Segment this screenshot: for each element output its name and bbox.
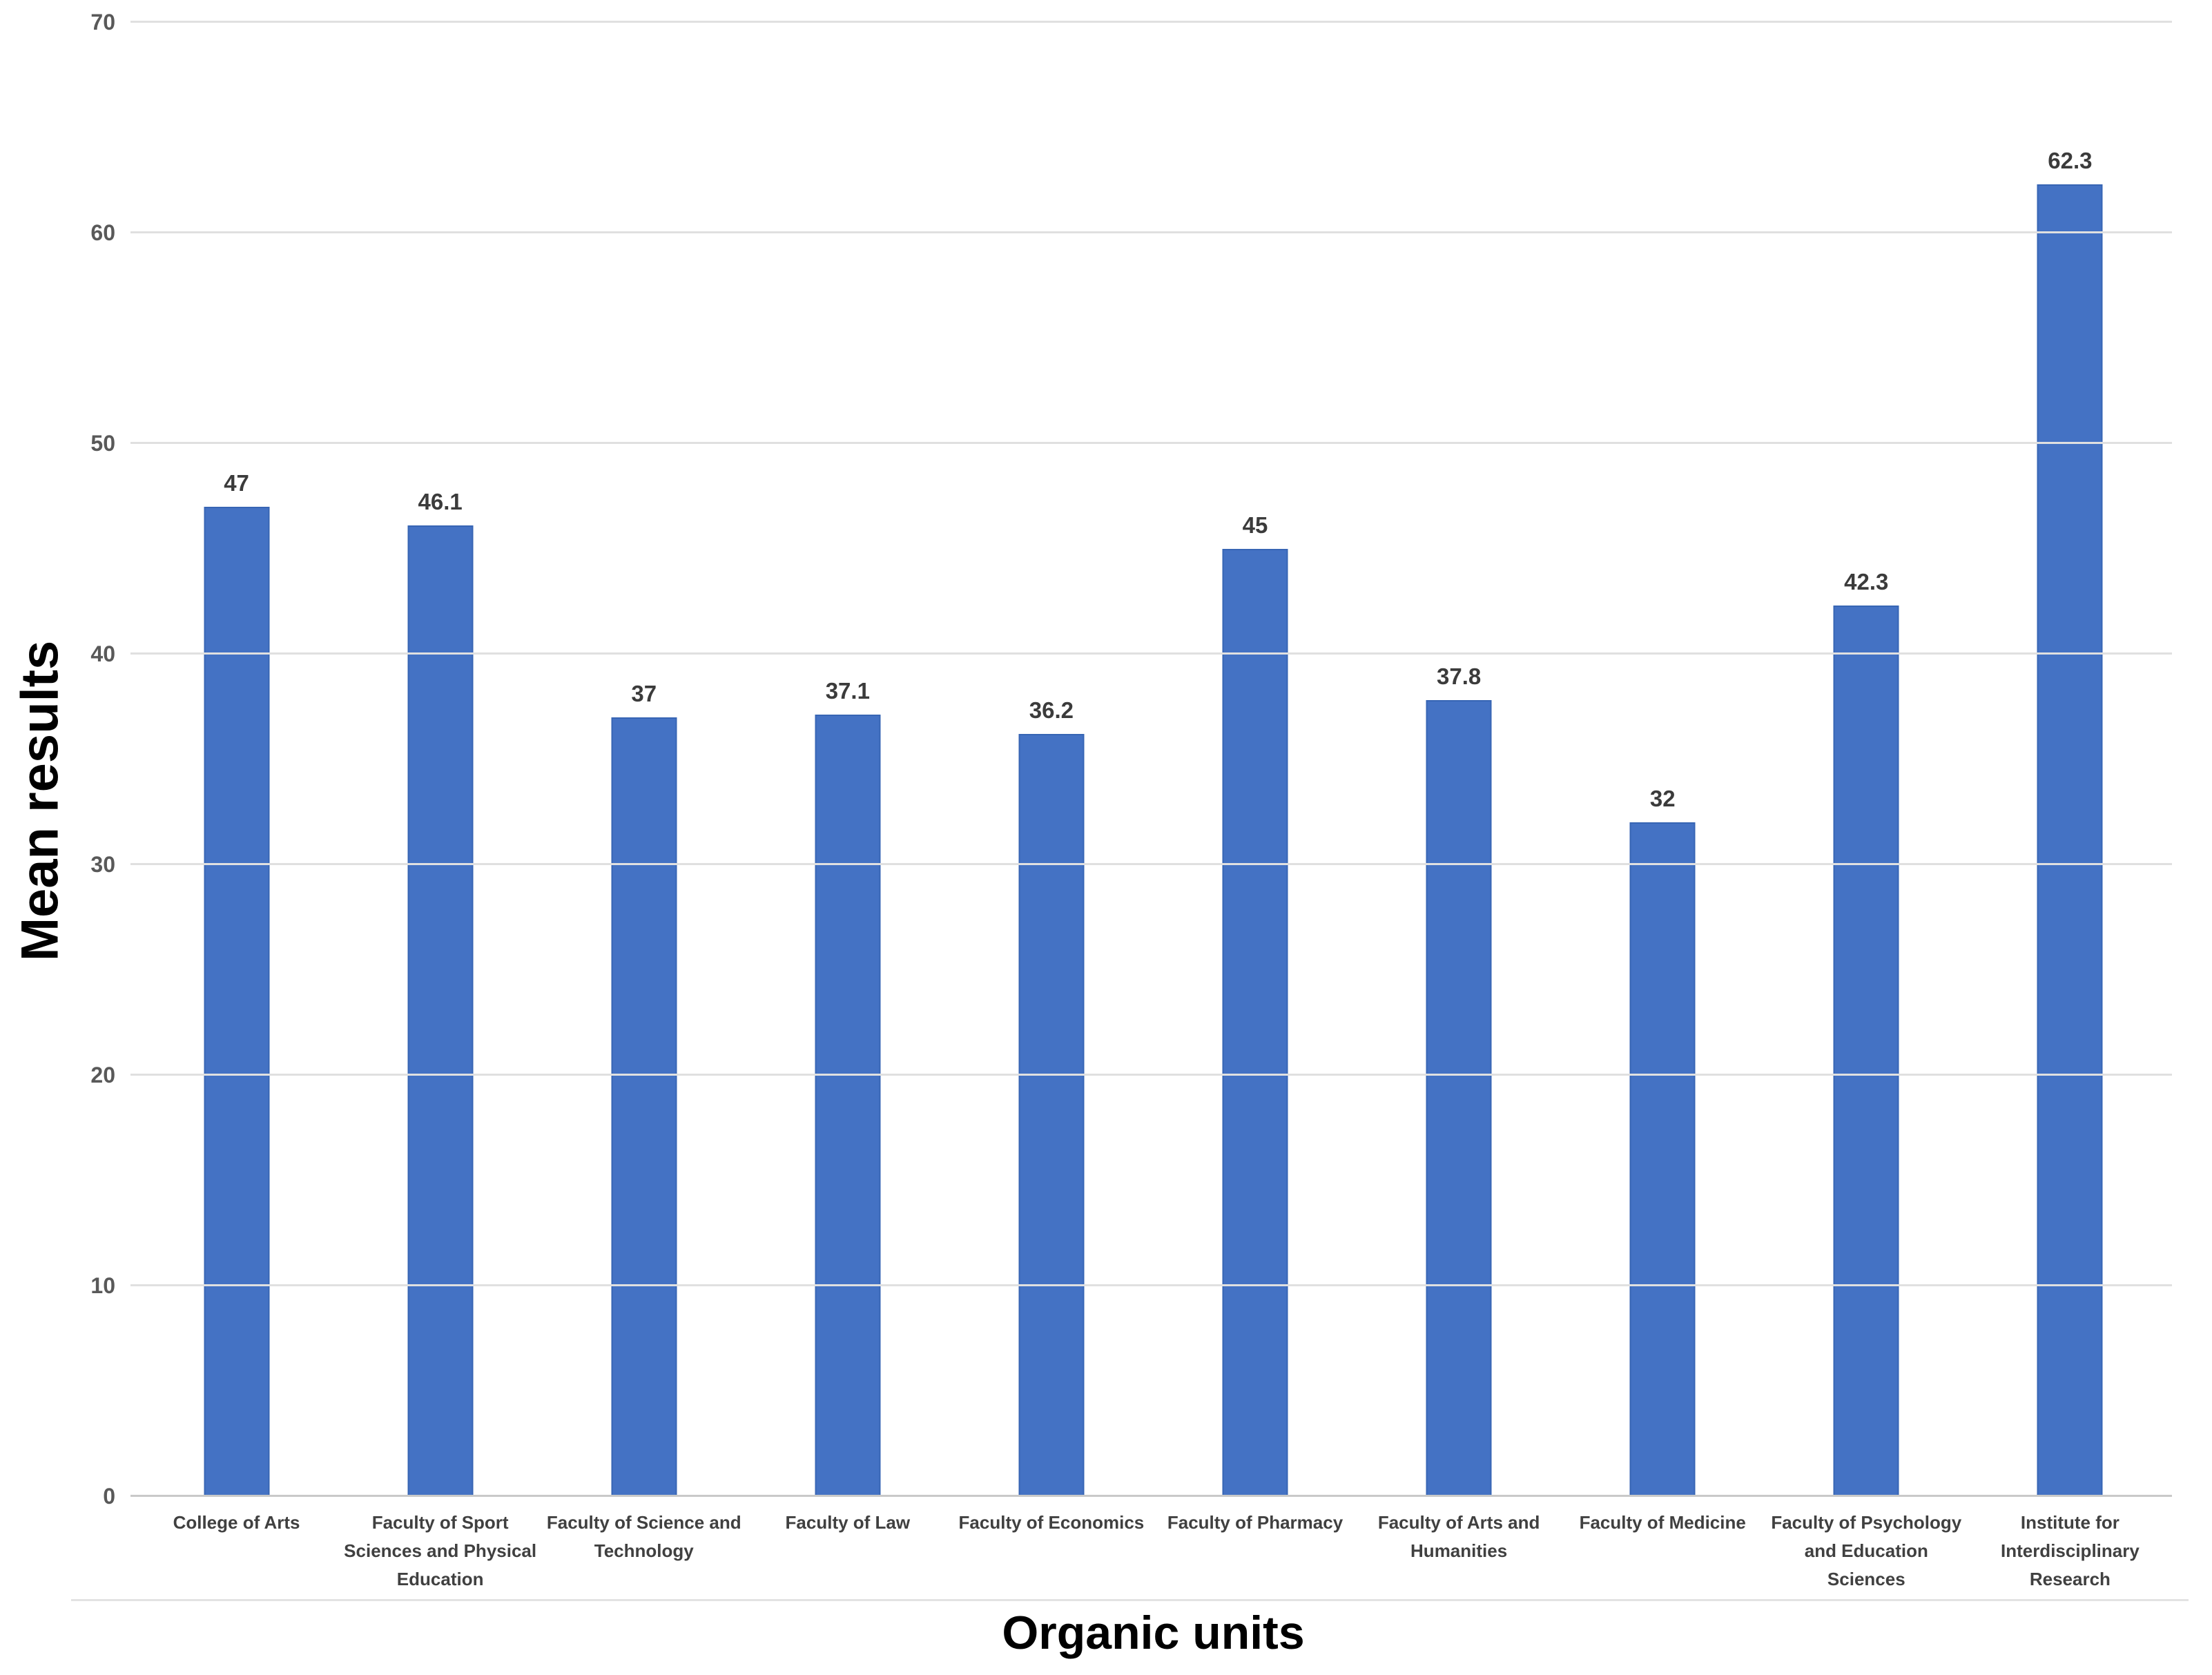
bar-value-label-faculty-of-pharmacy: 45: [1242, 512, 1268, 538]
chart-bottom-divider: [71, 1599, 2189, 1601]
x-category-label-faculty-of-pharmacy: Faculty of Pharmacy: [1167, 1512, 1343, 1533]
bar-value-label-faculty-of-law: 37.1: [825, 678, 870, 704]
gridline-y-30: [130, 863, 2172, 865]
bar-value-label-faculty-of-medicine: 32: [1649, 786, 1676, 811]
bar-faculty-of-sport-sciences-and-physical-education: [407, 525, 474, 1496]
bar-slot-faculty-of-economics: 36.2: [949, 22, 1153, 1496]
x-axis-category-labels: College of Arts Faculty of Sport Sciences…: [135, 1509, 2172, 1594]
y-tick-label-0: 0: [103, 1484, 115, 1509]
y-tick-label-70: 70: [90, 10, 115, 35]
y-tick-label-30: 30: [90, 852, 115, 877]
gridline-y-10: [130, 1284, 2172, 1286]
bar-value-label-faculty-of-sport-sciences-and-physical-education: 46.1: [418, 488, 463, 514]
y-tick-label-50: 50: [90, 431, 115, 456]
x-axis-baseline: [130, 1495, 2172, 1497]
x-category-label-faculty-of-sport-sciences-and-physical-education: Faculty of Sport Sciences and Physical E…: [344, 1512, 537, 1589]
bar-value-label-faculty-of-science-and-technology: 37: [631, 680, 657, 706]
x-category-label-faculty-of-economics: Faculty of Economics: [958, 1512, 1145, 1533]
gridline-y-70: [130, 21, 2172, 23]
y-tick-label-20: 20: [90, 1063, 115, 1087]
bar-college-of-arts: [204, 506, 270, 1496]
x-category-label-faculty-of-law: Faculty of Law: [785, 1512, 911, 1533]
x-category-label-faculty-of-psychology-and-education-sciences: Faculty of Psychology and Education Scie…: [1771, 1512, 1962, 1589]
bar-slot-faculty-of-psychology-and-education-sciences: 42.3: [1765, 22, 1968, 1496]
plot-area: 47 46.1 37 37.1 36.2 45 37.8 32 42.3 62.3: [130, 21, 2172, 1497]
bar-faculty-of-medicine: [1629, 822, 1696, 1496]
y-axis-tick-labels: 0 10 20 30 40 50 60 70: [0, 11, 115, 1507]
bar-value-label-faculty-of-psychology-and-education-sciences: 42.3: [1844, 568, 1889, 594]
bar-faculty-of-arts-and-humanities: [1426, 700, 1492, 1496]
bar-value-label-faculty-of-economics: 36.2: [1029, 697, 1074, 723]
y-tick-label-60: 60: [90, 220, 115, 245]
bar-faculty-of-science-and-technology: [611, 717, 677, 1496]
bar-institute-for-interdisciplinary-research: [2037, 184, 2103, 1496]
x-category-label-faculty-of-science-and-technology: Faculty of Science and Technology: [546, 1512, 741, 1561]
bar-value-label-college-of-arts: 47: [224, 469, 249, 496]
bar-value-label-faculty-of-arts-and-humanities: 37.8: [1436, 664, 1482, 690]
gridline-y-20: [130, 1074, 2172, 1076]
x-category-label-institute-for-interdisciplinary-research: Institute for Interdisciplinary Research: [2000, 1512, 2140, 1589]
bar-slot-faculty-of-science-and-technology: 37: [542, 22, 746, 1496]
y-tick-label-10: 10: [90, 1273, 115, 1298]
y-tick-label-40: 40: [90, 641, 115, 666]
bar-slot-institute-for-interdisciplinary-research: 62.3: [1968, 22, 2172, 1496]
x-category-label-faculty-of-medicine: Faculty of Medicine: [1579, 1512, 1746, 1533]
bar-slot-faculty-of-sport-sciences-and-physical-education: 46.1: [338, 22, 542, 1496]
bar-value-label-institute-for-interdisciplinary-research: 62.3: [2048, 147, 2093, 173]
bar-slot-faculty-of-arts-and-humanities: 37.8: [1357, 22, 1561, 1496]
bar-faculty-of-economics: [1018, 733, 1085, 1496]
x-category-label-faculty-of-arts-and-humanities: Faculty of Arts and Humanities: [1377, 1512, 1540, 1561]
bar-faculty-of-law: [815, 715, 881, 1496]
gridline-y-60: [130, 231, 2172, 233]
gridline-y-50: [130, 442, 2172, 444]
bar-slot-faculty-of-pharmacy: 45: [1153, 22, 1357, 1496]
x-category-label-college-of-arts: College of Arts: [173, 1512, 300, 1533]
gridline-y-40: [130, 652, 2172, 655]
bar-slot-faculty-of-medicine: 32: [1561, 22, 1765, 1496]
bar-slot-college-of-arts: 47: [135, 22, 338, 1496]
bar-faculty-of-pharmacy: [1222, 548, 1288, 1496]
bar-slot-faculty-of-law: 37.1: [746, 22, 949, 1496]
x-axis-title: Organic units: [1002, 1607, 1305, 1659]
bar-slots: 47 46.1 37 37.1 36.2 45 37.8 32 42.3 62.3: [135, 22, 2172, 1496]
bar-faculty-of-psychology-and-education-sciences: [1833, 605, 1899, 1496]
